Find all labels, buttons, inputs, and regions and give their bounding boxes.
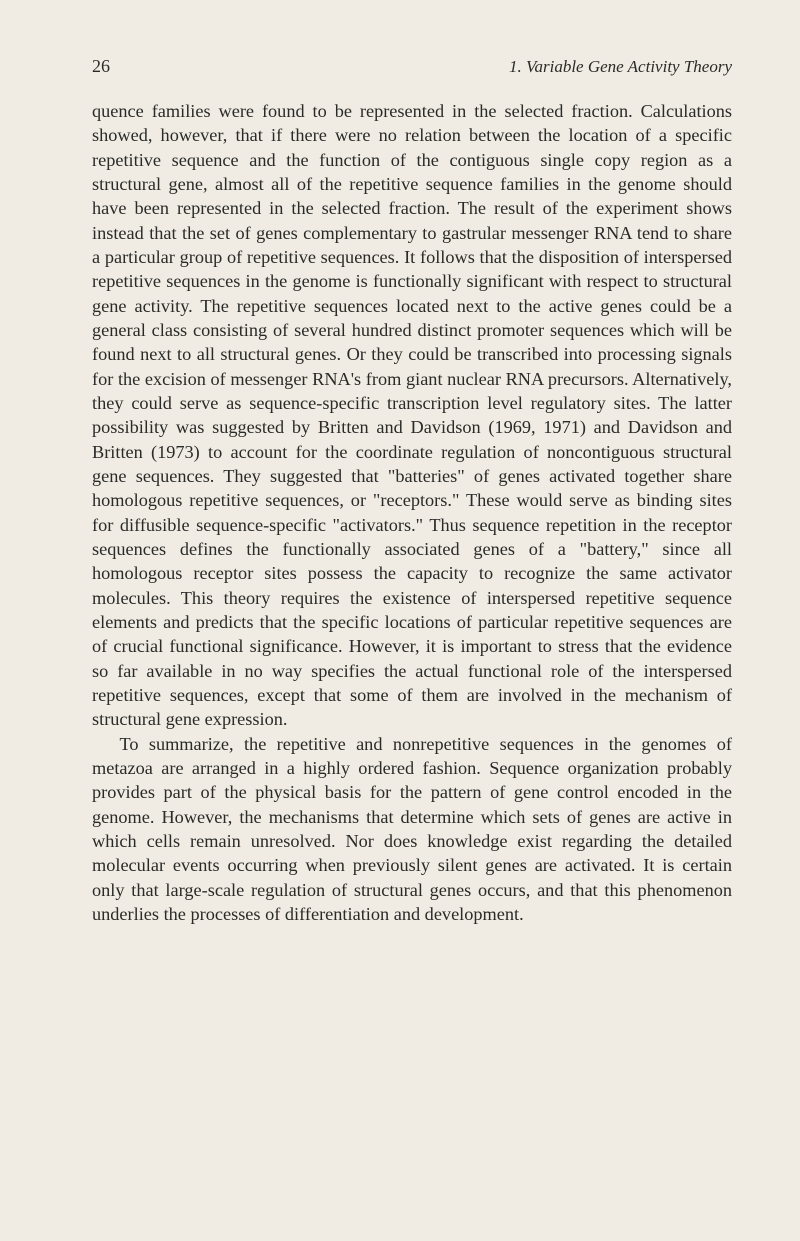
- page-header: 26 1. Variable Gene Activity Theory: [92, 56, 732, 77]
- paragraph-2: To summarize, the repetitive and nonrepe…: [92, 732, 732, 927]
- chapter-title: 1. Variable Gene Activity Theory: [509, 57, 732, 77]
- paragraph-1: quence families were found to be represe…: [92, 99, 732, 732]
- page-number: 26: [92, 56, 110, 77]
- body-text-container: quence families were found to be represe…: [92, 99, 732, 926]
